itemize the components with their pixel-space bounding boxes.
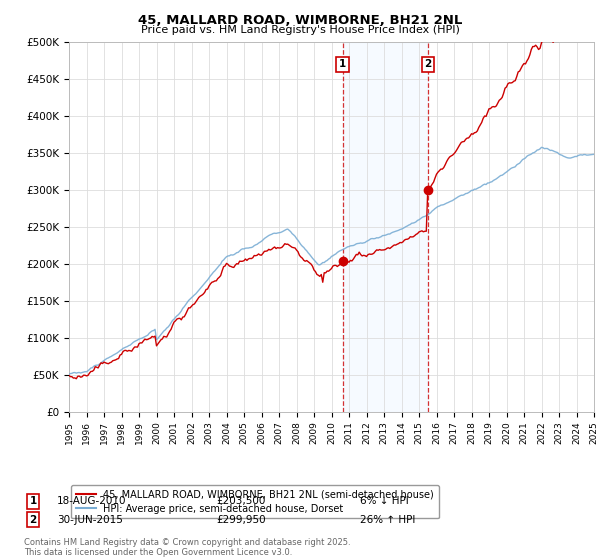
Text: 2: 2 <box>29 515 37 525</box>
Text: Contains HM Land Registry data © Crown copyright and database right 2025.
This d: Contains HM Land Registry data © Crown c… <box>24 538 350 557</box>
Text: 1: 1 <box>339 59 346 69</box>
Legend: 45, MALLARD ROAD, WIMBORNE, BH21 2NL (semi-detached house), HPI: Average price, : 45, MALLARD ROAD, WIMBORNE, BH21 2NL (se… <box>71 485 439 519</box>
Text: 18-AUG-2010: 18-AUG-2010 <box>57 496 127 506</box>
Text: Price paid vs. HM Land Registry's House Price Index (HPI): Price paid vs. HM Land Registry's House … <box>140 25 460 35</box>
Text: 1: 1 <box>29 496 37 506</box>
Text: 45, MALLARD ROAD, WIMBORNE, BH21 2NL: 45, MALLARD ROAD, WIMBORNE, BH21 2NL <box>138 14 462 27</box>
Text: £203,500: £203,500 <box>216 496 265 506</box>
Text: £299,950: £299,950 <box>216 515 266 525</box>
Text: 6% ↓ HPI: 6% ↓ HPI <box>360 496 409 506</box>
Text: 2: 2 <box>424 59 431 69</box>
Text: 26% ↑ HPI: 26% ↑ HPI <box>360 515 415 525</box>
Bar <box>343 42 428 412</box>
Text: 30-JUN-2015: 30-JUN-2015 <box>57 515 123 525</box>
